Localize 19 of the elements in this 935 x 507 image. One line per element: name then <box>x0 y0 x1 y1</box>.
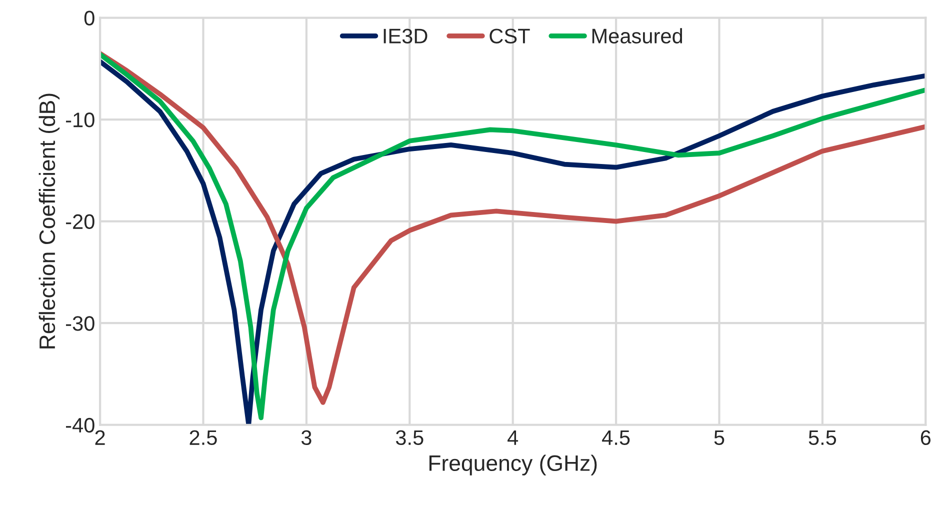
x-tick-label: 6 <box>920 430 931 446</box>
legend-label: CST <box>490 28 530 44</box>
y-tick-label: 0 <box>84 10 94 26</box>
x-tick-label: 3.5 <box>396 430 424 446</box>
y-axis-title: Reflection Coefficient (dB) <box>38 94 60 348</box>
x-tick-label: 4.5 <box>602 430 630 446</box>
legend-label: IE3D <box>384 28 428 44</box>
x-tick-label: 5 <box>714 430 724 446</box>
x-tick-label: 2 <box>95 430 105 445</box>
x-axis-title: Frequency (GHz) <box>429 454 597 476</box>
x-tick-label: 4 <box>508 430 518 445</box>
y-tick-label: -40 <box>66 418 94 433</box>
x-tick-label: 5.5 <box>808 430 836 446</box>
y-tick-label: -30 <box>66 316 94 331</box>
y-tick-label: -20 <box>66 214 94 230</box>
y-tick-label: -10 <box>66 112 94 128</box>
x-tick-label: 3 <box>301 430 312 446</box>
x-tick-label: 2.5 <box>190 430 217 446</box>
legend-label: Measured <box>592 28 682 44</box>
